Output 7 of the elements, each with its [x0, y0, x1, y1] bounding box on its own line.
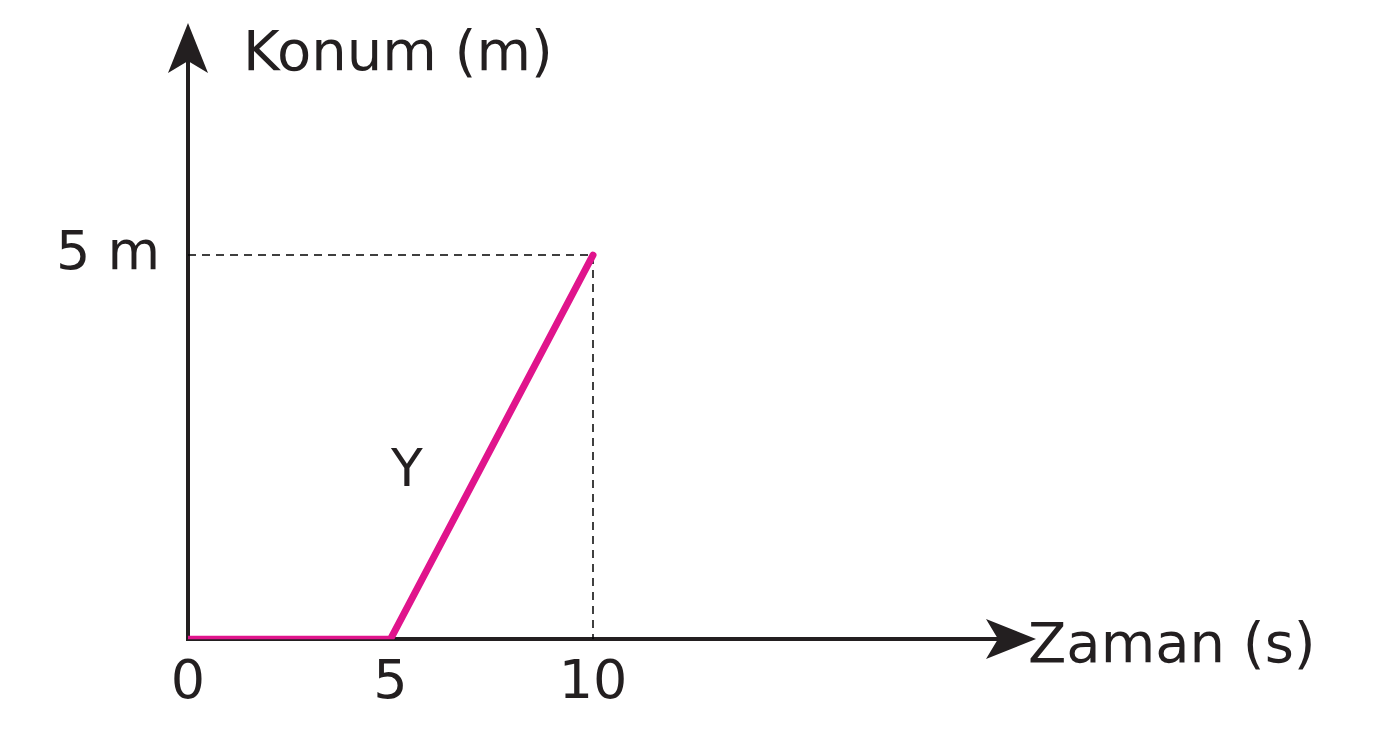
series-label: Y — [389, 437, 423, 498]
x-axis-title: Zaman (s) — [1028, 609, 1316, 675]
x-tick-label: 0 — [170, 647, 206, 711]
y-axis-title: Konum (m) — [243, 17, 553, 83]
annotation: 5 m — [55, 219, 160, 283]
x-tick-label: 5 — [373, 647, 408, 711]
x-tick-label: 10 — [558, 647, 628, 711]
